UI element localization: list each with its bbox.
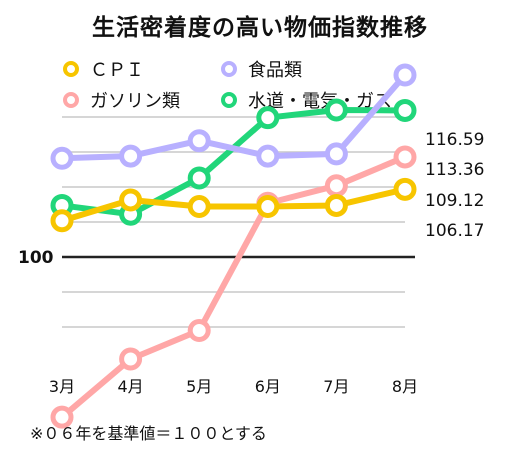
end-value-label-gas: 109.12 bbox=[425, 191, 484, 211]
end-value-label-cpi: 106.17 bbox=[425, 221, 484, 241]
series-line-cpi bbox=[59, 186, 408, 224]
x-tick-label: 5月 bbox=[186, 377, 212, 396]
data-point-cpi bbox=[324, 193, 348, 217]
legend-item-food: 食品類 bbox=[216, 57, 302, 81]
data-point-cpi bbox=[187, 195, 211, 219]
data-point-cpi bbox=[119, 188, 143, 212]
data-point-gas bbox=[324, 174, 348, 198]
legend-item-cpi: ＣＰＩ bbox=[58, 57, 144, 81]
legend-label-gas: ガソリン類 bbox=[90, 91, 180, 112]
x-tick-label: 6月 bbox=[255, 377, 281, 396]
data-point-utilities bbox=[187, 166, 211, 190]
data-point-gas bbox=[119, 347, 143, 371]
legend-label-utilities: 水道・電気・ガス bbox=[248, 91, 392, 112]
data-point-utilities bbox=[393, 98, 417, 122]
baseline-label: 100 bbox=[18, 248, 54, 268]
data-point-food bbox=[256, 144, 280, 168]
data-point-gas bbox=[393, 145, 417, 169]
legend-marker-food bbox=[221, 61, 237, 77]
legend-marker-utilities bbox=[221, 92, 237, 108]
x-tick-label: 7月 bbox=[323, 377, 349, 396]
legend-marker-gas bbox=[63, 92, 79, 108]
footnote: ※０６年を基準値＝１００とする bbox=[30, 424, 267, 443]
legend-label-food: 食品類 bbox=[248, 60, 302, 81]
x-tick-label: 3月 bbox=[49, 377, 75, 396]
data-point-gas bbox=[187, 318, 211, 342]
legend-item-gas: ガソリン類 bbox=[58, 88, 180, 112]
end-value-label-utilities: 113.36 bbox=[425, 160, 484, 180]
data-point-cpi bbox=[256, 195, 280, 219]
chart-legend: ＣＰＩ 食品類 ガソリン類 水道・電気・ガス bbox=[0, 0, 520, 120]
legend-item-utilities: 水道・電気・ガス bbox=[216, 88, 392, 112]
legend-label-cpi: ＣＰＩ bbox=[90, 60, 144, 81]
data-point-cpi bbox=[50, 209, 74, 233]
data-point-food bbox=[119, 144, 143, 168]
data-point-cpi bbox=[393, 177, 417, 201]
data-point-food bbox=[393, 63, 417, 87]
data-point-food bbox=[324, 142, 348, 166]
data-point-gas bbox=[50, 405, 74, 429]
data-point-food bbox=[50, 146, 74, 170]
data-point-utilities bbox=[256, 106, 280, 130]
legend-marker-cpi bbox=[63, 61, 79, 77]
x-tick-label: 8月 bbox=[392, 377, 418, 396]
series-line-gas bbox=[59, 153, 408, 421]
chart-title: 生活密着度の高い物価指数推移 bbox=[92, 15, 428, 41]
data-point-food bbox=[187, 129, 211, 153]
end-value-label-food: 116.59 bbox=[425, 130, 484, 150]
data-point-utilities bbox=[324, 98, 348, 122]
x-tick-label: 4月 bbox=[118, 377, 144, 396]
